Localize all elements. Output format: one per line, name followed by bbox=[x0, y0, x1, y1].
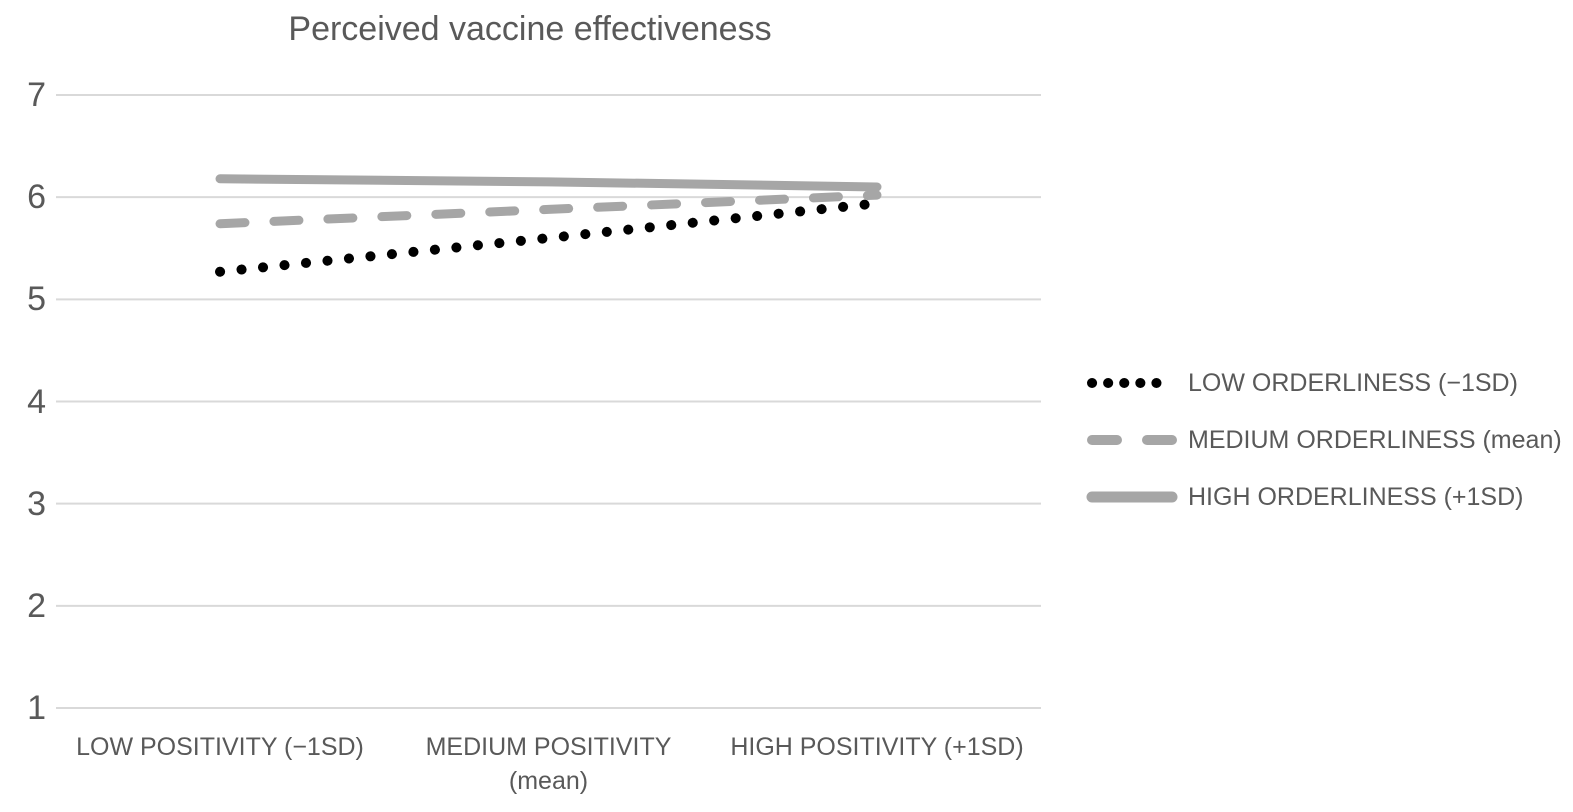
y-axis-tick-label: 6 bbox=[27, 178, 46, 217]
series-line-solid bbox=[215, 174, 882, 192]
legend-item: MEDIUM ORDERLINESS (mean) bbox=[1086, 425, 1562, 454]
y-axis-tick-label: 2 bbox=[27, 586, 46, 625]
y-axis-tick-label: 1 bbox=[27, 689, 46, 727]
legend-label: HIGH ORDERLINESS (+1SD) bbox=[1188, 482, 1524, 511]
legend-label: LOW ORDERLINESS (−1SD) bbox=[1188, 368, 1518, 397]
y-axis-tick-label: 7 bbox=[27, 76, 46, 114]
solid-gray-line-icon bbox=[1086, 491, 1178, 503]
series-line-dotted bbox=[215, 198, 882, 277]
legend-item: HIGH ORDERLINESS (+1SD) bbox=[1086, 482, 1562, 511]
dashed-gray-line-icon bbox=[1087, 435, 1177, 445]
x-axis-category-label: LOW POSITIVITY (−1SD) bbox=[76, 733, 364, 761]
dotted-black-line-icon bbox=[1087, 378, 1177, 388]
x-axis-category-label: HIGH POSITIVITY (+1SD) bbox=[730, 733, 1024, 761]
y-axis-tick-label: 3 bbox=[27, 484, 46, 523]
chart-title: Perceived vaccine effectiveness bbox=[288, 10, 772, 48]
y-axis-tick-label: 5 bbox=[27, 280, 46, 319]
x-axis-category-label: MEDIUM POSITIVITY (mean) bbox=[425, 733, 672, 795]
series-line-dashed bbox=[215, 190, 882, 229]
legend: LOW ORDERLINESS (−1SD) MEDIUM ORDERLINESS… bbox=[1086, 368, 1562, 511]
plot-area bbox=[56, 94, 1041, 709]
legend-label: MEDIUM ORDERLINESS (mean) bbox=[1188, 425, 1562, 454]
y-axis-tick-label: 4 bbox=[27, 382, 46, 421]
legend-item: LOW ORDERLINESS (−1SD) bbox=[1086, 368, 1562, 397]
